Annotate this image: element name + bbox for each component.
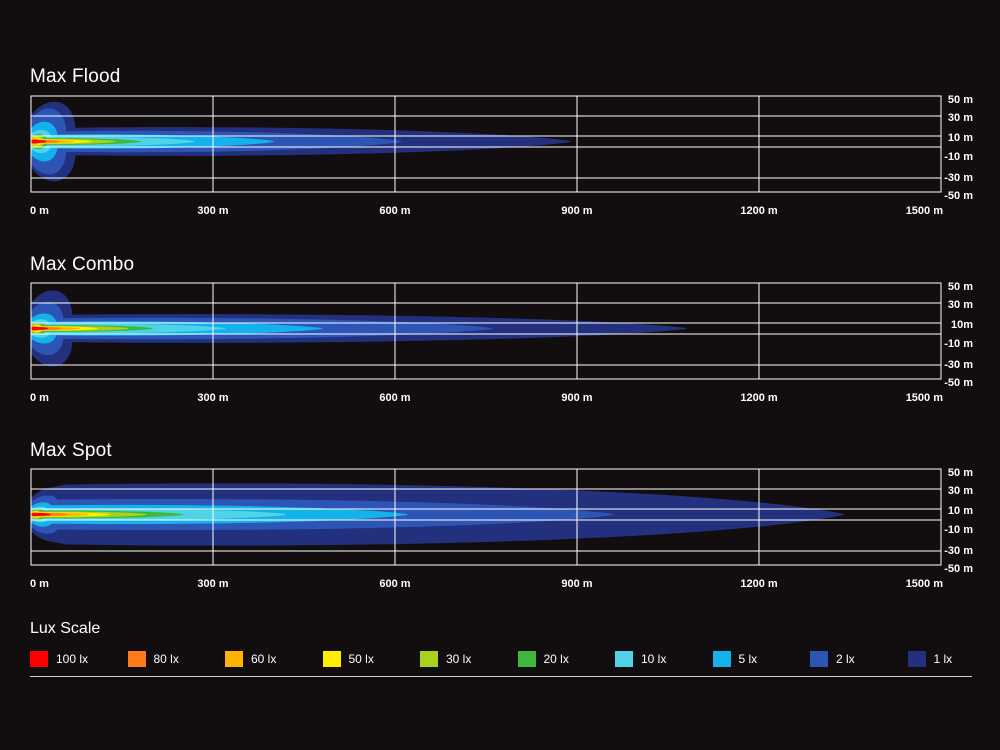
panel-title-spot: Max Spot: [30, 440, 112, 461]
legend-item: 30 lx: [420, 650, 471, 668]
legend-swatch: [517, 651, 536, 667]
x-tick-label: 1500 m: [906, 578, 944, 590]
lux-legend: 100 lx 80 lx 60 lx 50 lx 30 lx 20 lx 10 lx 5 lx…: [30, 650, 975, 668]
y-tick-label: 30 m: [948, 299, 973, 311]
legend-swatch: [615, 651, 633, 667]
x-tick-label: 600 m: [379, 205, 410, 217]
legend-label: 60 lx: [251, 652, 277, 666]
legend-swatch: [810, 651, 828, 667]
legend-item: 80 lx: [127, 650, 179, 668]
y-tick-label: 50 m: [948, 467, 973, 479]
y-tick-label: -30 m: [944, 359, 973, 371]
legend-label: 2 lx: [836, 652, 855, 666]
x-tick-label: 0 m: [30, 578, 49, 590]
x-tick-label: 300 m: [197, 205, 228, 217]
legend-swatch: [127, 651, 146, 667]
legend-label: 80 lx: [153, 652, 179, 666]
x-tick-label: 1200 m: [740, 205, 778, 217]
x-tick-label: 1200 m: [740, 392, 778, 404]
y-tick-label: 30 m: [948, 485, 973, 497]
y-tick-label: -50 m: [944, 377, 973, 389]
legend-swatch: [420, 651, 438, 667]
legend-label: 5 lx: [738, 652, 758, 666]
legend-item: 20 lx: [517, 650, 569, 668]
legend-item: 100 lx: [30, 650, 88, 668]
legend-item: 60 lx: [225, 650, 276, 668]
x-tick-label: 900 m: [561, 205, 592, 217]
legend-label: 10 lx: [641, 652, 667, 666]
legend-label: 100 lx: [56, 652, 89, 666]
x-tick-label: 900 m: [561, 578, 592, 590]
plot-frame: [30, 95, 942, 193]
legend-swatch: [907, 651, 926, 667]
x-tick-label: 600 m: [379, 392, 410, 404]
y-tick-label: 30 m: [948, 112, 973, 124]
y-tick-label: -30 m: [944, 172, 973, 184]
y-tick-label: 10m: [951, 319, 973, 331]
x-tick-label: 600 m: [379, 578, 410, 590]
legend-item: 1 lx: [907, 650, 953, 668]
x-tick-label: 0 m: [30, 205, 49, 217]
y-tick-label: -30 m: [944, 545, 973, 557]
legend-item: 5 lx: [712, 650, 758, 668]
legend-label: 50 lx: [348, 652, 374, 666]
x-tick-label: 1200 m: [740, 578, 778, 590]
beam-plot-spot: 0 m 300 m 600 m 900 m 1200 m 1500 m 50 m 30 m 10…: [30, 467, 973, 590]
y-tick-label: -50 m: [944, 190, 973, 202]
beam-contour-100lx: [31, 326, 48, 331]
legend-divider: [30, 676, 972, 677]
legend-swatch: [322, 651, 341, 667]
beam-plot-flood: 0 m 300 m 600 m 900 m 1200 m 1500 m 50 m 30 m 10…: [30, 94, 973, 217]
legend-title: Lux Scale: [30, 620, 101, 637]
y-tick-label: 50 m: [948, 281, 973, 293]
x-tick-label: 1500 m: [906, 392, 944, 404]
x-tick-label: 0 m: [30, 392, 49, 404]
y-tick-label: -10 m: [944, 338, 973, 350]
legend-swatch: [30, 651, 48, 667]
panel-title-combo: Max Combo: [30, 254, 135, 275]
legend-swatch: [225, 651, 243, 667]
legend-item: 10 lx: [615, 650, 666, 668]
legend-label: 1 lx: [933, 652, 953, 666]
legend-item: 2 lx: [810, 650, 855, 668]
x-tick-label: 300 m: [197, 392, 228, 404]
beam-contour-100lx: [31, 139, 47, 144]
beam-contour-100lx: [31, 513, 51, 516]
y-tick-label: 10 m: [948, 505, 973, 517]
x-tick-label: 1500 m: [906, 205, 944, 217]
x-tick-label: 300 m: [197, 578, 228, 590]
legend-label: 20 lx: [543, 652, 569, 666]
plot-frame: [30, 468, 942, 566]
panel-title-flood: Max Flood: [30, 66, 121, 87]
y-tick-label: -50 m: [944, 563, 973, 575]
legend-item: 50 lx: [322, 650, 374, 668]
legend-label: 30 lx: [446, 652, 472, 666]
y-tick-label: 10 m: [948, 132, 973, 144]
y-tick-label: -10 m: [944, 524, 973, 536]
y-tick-label: -10 m: [944, 151, 973, 163]
legend-swatch: [712, 651, 731, 667]
x-tick-label: 900 m: [561, 392, 592, 404]
beam-plot-combo: 0 m 300 m 600 m 900 m 1200 m 1500 m 50 m 30 m 10…: [30, 281, 973, 404]
plot-frame: [30, 282, 942, 380]
y-tick-label: 50 m: [948, 94, 973, 106]
